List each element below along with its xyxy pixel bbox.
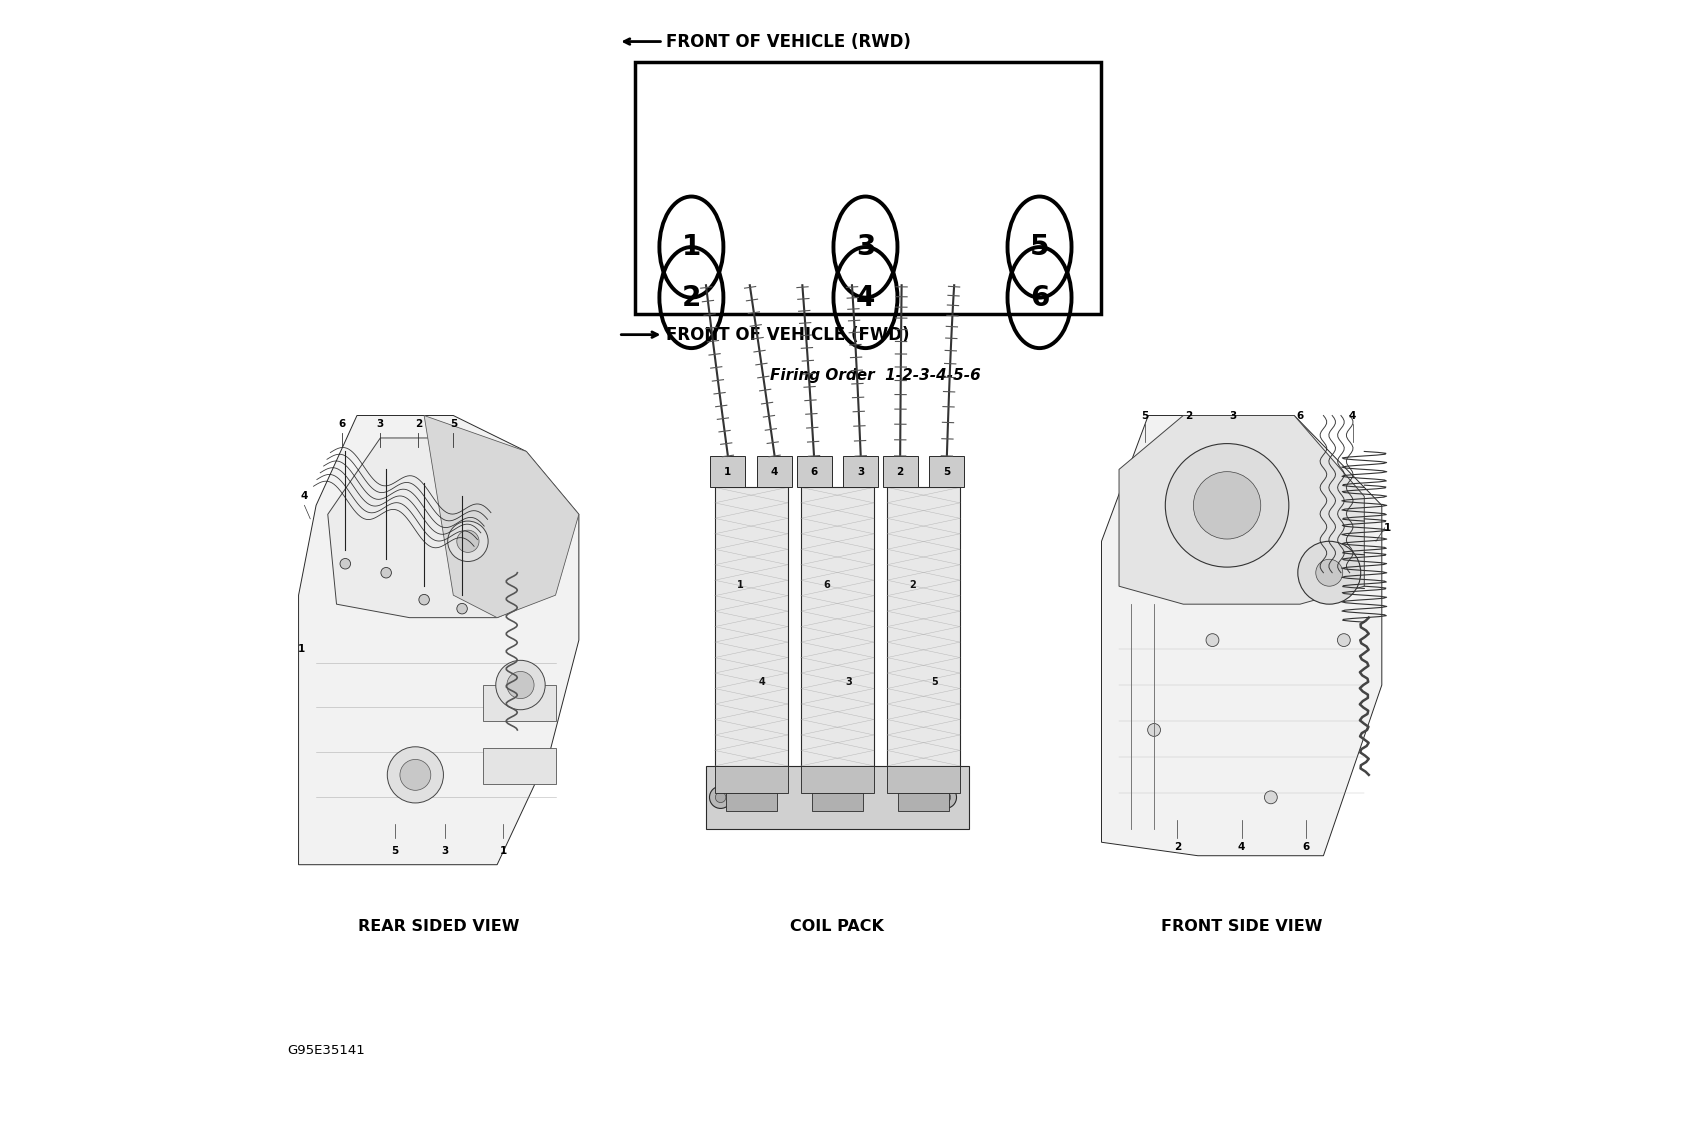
Text: 4: 4 [856,284,875,311]
Circle shape [1298,541,1361,604]
Polygon shape [298,416,578,865]
Bar [801,487,873,766]
Circle shape [1165,444,1288,567]
Text: 2: 2 [1173,842,1182,851]
Text: 4: 4 [300,492,309,501]
Text: 5: 5 [942,467,951,476]
Text: G95E35141: G95E35141 [287,1043,364,1057]
Bar [710,456,745,487]
Text: 6: 6 [811,467,818,476]
Text: 3: 3 [1229,411,1236,420]
Text: 3: 3 [856,467,865,476]
Text: 6: 6 [339,420,346,429]
Bar [887,766,959,793]
Circle shape [1315,559,1342,586]
Circle shape [715,792,727,803]
Text: 5: 5 [391,847,398,856]
Text: 3: 3 [442,847,448,856]
Bar [813,793,863,811]
Text: REAR SIDED VIEW: REAR SIDED VIEW [357,919,519,934]
Circle shape [941,792,951,803]
Circle shape [457,603,467,614]
Bar [706,766,969,829]
Bar [757,456,792,487]
Bar [887,487,959,766]
Polygon shape [327,438,550,618]
Circle shape [341,558,351,569]
Text: 1: 1 [298,645,305,654]
Circle shape [710,786,732,809]
Text: FRONT OF VEHICLE (RWD): FRONT OF VEHICLE (RWD) [666,33,910,51]
Circle shape [507,672,534,699]
Bar [929,456,964,487]
Text: 1: 1 [1384,523,1391,532]
Circle shape [496,660,545,710]
Bar [899,793,949,811]
Circle shape [457,530,479,553]
Text: 2: 2 [415,420,422,429]
Text: 6: 6 [1302,842,1310,851]
Text: 2: 2 [909,579,915,590]
Bar [636,62,1101,314]
Circle shape [1148,723,1160,737]
Text: FRONT OF VEHICLE (FWD): FRONT OF VEHICLE (FWD) [666,326,909,344]
Bar [725,793,777,811]
Bar [482,685,555,721]
Text: 3: 3 [856,234,875,261]
Bar [715,487,787,766]
Circle shape [1264,791,1278,804]
Text: 6: 6 [823,579,830,590]
Text: 3: 3 [845,677,851,687]
Text: 6: 6 [1297,411,1303,420]
Polygon shape [425,416,578,618]
Text: Firing Order  1-2-3-4-5-6: Firing Order 1-2-3-4-5-6 [771,368,981,383]
Bar [801,766,873,793]
Text: 2: 2 [897,467,904,476]
Text: 5: 5 [931,677,937,687]
Circle shape [1194,472,1261,539]
Text: 4: 4 [1349,411,1356,420]
Bar [482,748,555,784]
Circle shape [400,759,432,791]
Text: 4: 4 [771,467,779,476]
Bar [843,456,878,487]
Text: 1: 1 [737,579,744,590]
Text: 5: 5 [450,420,457,429]
Text: 2: 2 [1185,411,1192,420]
Circle shape [418,594,430,605]
Circle shape [934,786,956,809]
Text: 1: 1 [681,234,701,261]
Text: 6: 6 [1030,284,1049,311]
Bar [796,456,831,487]
Circle shape [1337,633,1350,647]
Polygon shape [1101,416,1383,856]
Circle shape [1205,633,1219,647]
Text: FRONT SIDE VIEW: FRONT SIDE VIEW [1162,919,1322,934]
Text: 4: 4 [1238,842,1246,851]
Circle shape [381,567,391,578]
Text: 1: 1 [725,467,732,476]
Text: 5: 5 [1141,411,1148,420]
Circle shape [448,521,489,562]
Text: 4: 4 [759,677,765,687]
Text: COIL PACK: COIL PACK [791,919,885,934]
Polygon shape [1120,416,1364,604]
Bar [883,456,917,487]
Text: 5: 5 [1030,234,1049,261]
Bar [715,766,787,793]
Circle shape [388,747,443,803]
Text: 1: 1 [499,847,506,856]
Text: 2: 2 [681,284,701,311]
Text: 3: 3 [376,420,384,429]
